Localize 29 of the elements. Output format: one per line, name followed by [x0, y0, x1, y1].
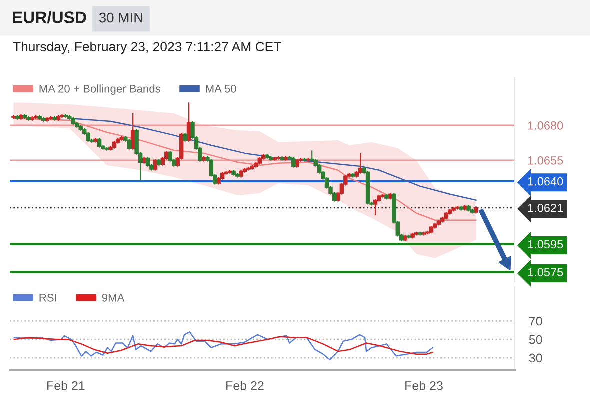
x-tick-label: Feb 22	[226, 381, 264, 390]
text: Thursday, February 23, 2023 7:11:27 AM CET	[13, 42, 282, 54]
y-tick-label: 1.0575	[528, 268, 564, 277]
legend-label: MA 50	[206, 84, 236, 93]
y-tick-label: 1.0655	[528, 156, 564, 165]
chart-subtitle: 30 MIN	[99, 12, 143, 23]
legend-label: 9MA	[102, 294, 125, 302]
y-tick-label: 50	[529, 335, 542, 344]
y-tick-label: 70	[530, 316, 542, 326]
line-series	[14, 336, 434, 355]
x-tick-label: Feb 23	[406, 381, 443, 390]
candlestick	[291, 156, 296, 168]
y-tick-label: 1.0680	[528, 122, 564, 130]
legend-label: MA 20 + Bollinger Bands	[40, 84, 160, 96]
candlestick	[373, 198, 378, 216]
legend-label: RSI	[40, 294, 56, 302]
y-tick-label: 1.0621	[528, 204, 564, 212]
candlestick	[127, 138, 132, 150]
line-series	[69, 118, 477, 202]
y-tick-label: 30	[529, 354, 542, 363]
y-tick-label: 1.0595	[528, 240, 564, 249]
candlestick	[97, 138, 102, 148]
line-series	[13, 118, 477, 222]
x-tick-label: Feb 21	[48, 381, 85, 390]
y-tick-label: 1.0640	[528, 177, 564, 186]
chart-title: EUR/USD	[13, 11, 86, 24]
candlestick	[146, 156, 150, 168]
candlestick	[86, 132, 90, 142]
line-series	[14, 332, 434, 360]
